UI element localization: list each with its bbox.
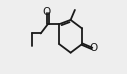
Text: O: O <box>42 7 50 17</box>
Text: O: O <box>90 43 98 53</box>
